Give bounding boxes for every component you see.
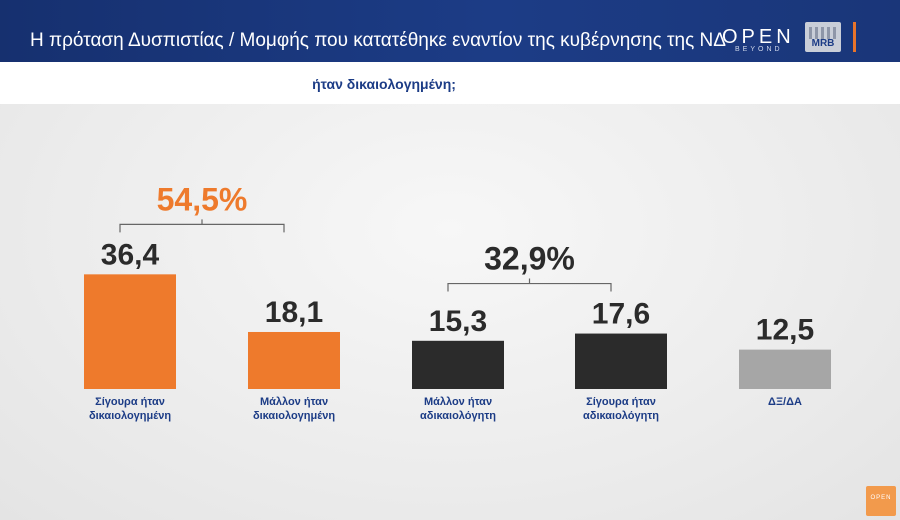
corner-logo-text: OPEN [870, 495, 892, 501]
category-label-line: ΔΞ/ΔΑ [768, 396, 802, 408]
category-label-line: Μάλλον ήταν [423, 396, 493, 408]
bar-3 [412, 340, 504, 389]
mrb-logo: MRB [805, 22, 841, 52]
bar-value-label-3: 15,3 [429, 305, 487, 338]
bar-5 [739, 349, 831, 389]
category-label-3: Μάλλον ήταν αδικαιολόγητη [393, 395, 523, 423]
group-bracket-1 [119, 219, 285, 233]
category-label-line: δικαιολογημένη [88, 410, 172, 422]
category-label-5: ΔΞ/ΔΑ [720, 395, 850, 409]
bar-chart: 36,4 18,1 15,3 17,6 12,5 54,5% 32,9% [84, 181, 831, 389]
bar-2 [248, 331, 340, 389]
bar-4 [575, 333, 667, 389]
group-total-label-2: 32,9% [484, 241, 575, 277]
category-label-1: Σίγουρα ήταν δικαιολογημένη [65, 395, 195, 423]
category-label-line: δικαιολογημένη [252, 410, 336, 422]
header-title: Η πρόταση Δυσπιστίας / Μομφής που κατατέ… [30, 30, 726, 51]
category-label-line: Σίγουρα ήταν [95, 396, 165, 408]
header-banner: Η πρόταση Δυσπιστίας / Μομφής που κατατέ… [0, 0, 900, 62]
bar-1 [84, 274, 176, 389]
category-label-line: Μάλλον ήταν [259, 396, 329, 408]
bar-value-label-4: 17,6 [592, 298, 650, 331]
bar-value-label-5: 12,5 [756, 314, 814, 347]
open-logo: OPEN [722, 26, 795, 48]
header-accent-bar [853, 22, 856, 52]
category-label-line: Σίγουρα ήταν [586, 396, 656, 408]
mrb-logo-text: MRB [811, 38, 835, 49]
open-logo-subtitle: BEYOND [735, 46, 783, 53]
category-label-4: Σίγουρα ήταν αδικαιολόγητη [556, 395, 686, 423]
subtitle-strip [0, 62, 900, 104]
bar-value-label-1: 36,4 [101, 238, 160, 271]
bar-value-label-2: 18,1 [265, 296, 323, 329]
corner-logo: OPEN [866, 486, 896, 516]
category-label-2: Μάλλον ήταν δικαιολογημένη [229, 395, 359, 423]
chart-panel: 36,4 18,1 15,3 17,6 12,5 54,5% 32,9% Σίγουρα ή… [0, 104, 900, 520]
group-total-label-1: 54,5% [157, 181, 248, 217]
category-label-line: αδικαιολόγητη [583, 410, 659, 422]
group-bracket-2 [447, 278, 612, 292]
category-label-line: αδικαιολόγητη [420, 410, 496, 422]
chart-subtitle: ήταν δικαιολογημένη; [312, 76, 456, 92]
